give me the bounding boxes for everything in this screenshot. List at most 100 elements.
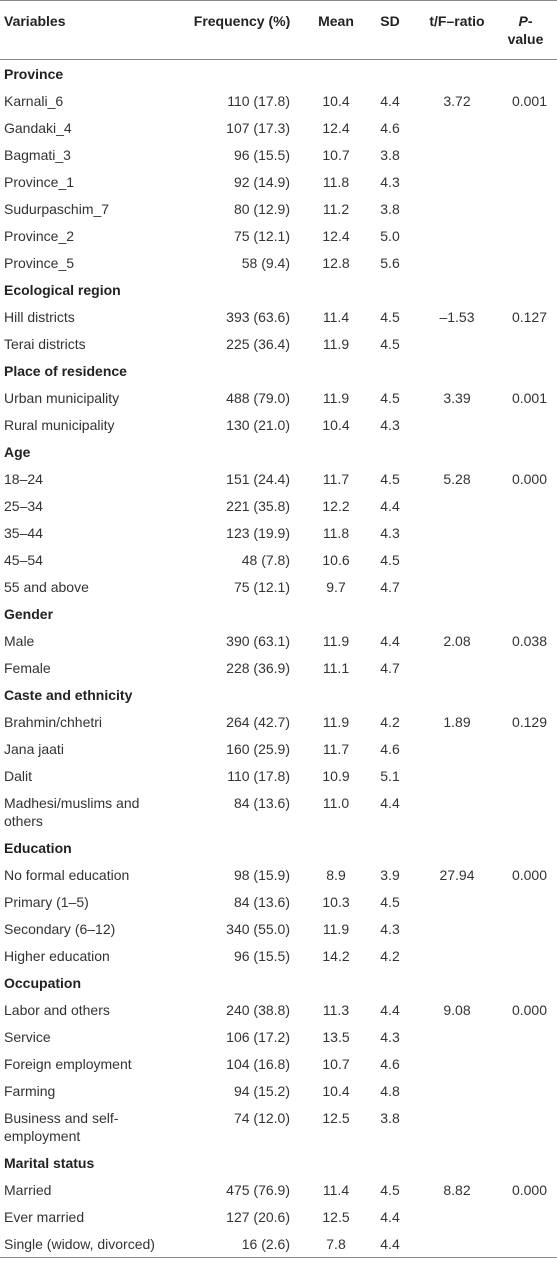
data-row: 55 and above 75 (12.1) 9.7 4.7 <box>0 573 557 600</box>
cell: 5.6 <box>380 254 400 271</box>
cell: Married <box>4 1181 52 1198</box>
cell: 4.4 <box>380 632 400 649</box>
blank-cell <box>500 1077 557 1104</box>
data-row: Karnali_6 110 (17.8) 10.4 4.4 3.72 0.001 <box>0 87 557 114</box>
test-statistic: –1.53 <box>439 308 475 325</box>
cell: 8.9 <box>326 866 346 883</box>
cell: Secondary (6–12) <box>4 920 116 937</box>
cell: Female <box>4 659 51 676</box>
cell: 11.4 <box>322 308 350 325</box>
cell: 80 (12.9) <box>233 200 290 217</box>
cell: 10.4 <box>322 416 350 433</box>
cell: 11.9 <box>322 632 350 649</box>
cell: 92 (14.9) <box>233 173 290 190</box>
p-value: 0.000 <box>511 1181 547 1198</box>
cell: 4.4 <box>380 1235 400 1252</box>
cell: 393 (63.6) <box>226 308 290 325</box>
cell: 4.5 <box>380 389 400 406</box>
cell: Single (widow, divorced) <box>4 1235 155 1252</box>
blank-cell <box>414 1230 500 1258</box>
cell: Gandaki_4 <box>4 119 72 136</box>
cell: 151 (24.4) <box>226 470 290 487</box>
data-row: Province_1 92 (14.9) 11.8 4.3 <box>0 168 557 195</box>
cell: Rural municipality <box>4 416 115 433</box>
blank-cell <box>414 519 500 546</box>
blank-cell <box>414 915 500 942</box>
data-row: Labor and others 240 (38.8) 11.3 4.4 9.08 0.0… <box>0 996 557 1023</box>
column-header: P-value <box>500 0 557 60</box>
header-row: Variables Frequency (%) Mean SD t/F–ratio P-v… <box>0 0 557 60</box>
cell: 4.3 <box>380 173 400 190</box>
data-row: Male 390 (63.1) 11.9 4.4 2.08 0.038 <box>0 627 557 654</box>
section-title: Age <box>4 443 31 460</box>
data-row: Brahmin/chhetri 264 (42.7) 11.9 4.2 1.89 0.12… <box>0 708 557 735</box>
cell: 4.6 <box>380 740 400 757</box>
cell: Labor and others <box>4 1001 110 1018</box>
blank-cell <box>500 492 557 519</box>
blank-cell <box>500 114 557 141</box>
cell: 12.4 <box>322 227 350 244</box>
cell: 5.0 <box>380 227 400 244</box>
cell: Madhesi/muslims and others <box>4 794 140 829</box>
data-row: 45–54 48 (7.8) 10.6 4.5 <box>0 546 557 573</box>
blank-cell <box>414 654 500 681</box>
cell: 11.1 <box>322 659 350 676</box>
blank-cell <box>500 1203 557 1230</box>
cell: 225 (36.4) <box>226 335 290 352</box>
cell: 96 (15.5) <box>233 947 290 964</box>
cell: Urban municipality <box>4 389 120 406</box>
cell: Business and self-employment <box>4 1109 119 1144</box>
blank-cell <box>414 735 500 762</box>
header-part: P <box>518 13 528 29</box>
data-row: Hill districts 393 (63.6) 11.4 4.5 –1.53 0.12… <box>0 303 557 330</box>
data-row: Farming 94 (15.2) 10.4 4.8 <box>0 1077 557 1104</box>
cell: 4.2 <box>380 713 400 730</box>
cell: Foreign employment <box>4 1055 132 1072</box>
data-row: Ever married 127 (20.6) 12.5 4.4 <box>0 1203 557 1230</box>
cell: 55 and above <box>4 578 89 595</box>
cell: 4.5 <box>380 308 400 325</box>
cell: 10.9 <box>322 767 350 784</box>
blank-cell <box>414 942 500 969</box>
blank-cell <box>414 573 500 600</box>
blank-cell <box>414 249 500 276</box>
blank-cell <box>500 195 557 222</box>
blank-cell <box>414 888 500 915</box>
blank-cell <box>500 546 557 573</box>
test-statistic: 3.72 <box>443 92 471 109</box>
data-row: Married 475 (76.9) 11.4 4.5 8.82 0.000 <box>0 1176 557 1203</box>
cell: 84 (13.6) <box>233 794 290 811</box>
blank-cell <box>500 789 557 834</box>
cell: 4.4 <box>380 1208 400 1225</box>
test-statistic: 8.82 <box>443 1181 471 1198</box>
cell: 4.4 <box>380 1001 400 1018</box>
blank-cell <box>500 249 557 276</box>
section-row: Occupation <box>0 969 557 996</box>
cell: 123 (19.9) <box>226 524 290 541</box>
section-title: Place of residence <box>4 362 127 379</box>
cell: 11.8 <box>322 524 350 541</box>
section-row: Marital status <box>0 1149 557 1176</box>
cell: 11.9 <box>322 335 350 352</box>
blank-cell <box>500 888 557 915</box>
cell: 110 (17.8) <box>227 92 290 109</box>
cell: 4.4 <box>380 497 400 514</box>
section-title: Province <box>4 65 64 82</box>
cell: 11.8 <box>322 173 350 190</box>
cell: 264 (42.7) <box>226 713 290 730</box>
header-part: -value <box>507 13 544 47</box>
test-statistic: 9.08 <box>443 1001 471 1018</box>
data-row: 18–24 151 (24.4) 11.7 4.5 5.28 0.000 <box>0 465 557 492</box>
cell: 12.2 <box>322 497 350 514</box>
blank-cell <box>500 1104 557 1149</box>
data-row: Terai districts 225 (36.4) 11.9 4.5 <box>0 330 557 357</box>
cell: 10.3 <box>322 893 350 910</box>
blank-cell <box>414 114 500 141</box>
blank-cell <box>414 411 500 438</box>
cell: 12.8 <box>322 254 350 271</box>
p-value: 0.129 <box>511 713 547 730</box>
blank-cell <box>500 942 557 969</box>
cell: 4.5 <box>380 551 400 568</box>
data-row: Urban municipality 488 (79.0) 11.9 4.5 3.39 0… <box>0 384 557 411</box>
